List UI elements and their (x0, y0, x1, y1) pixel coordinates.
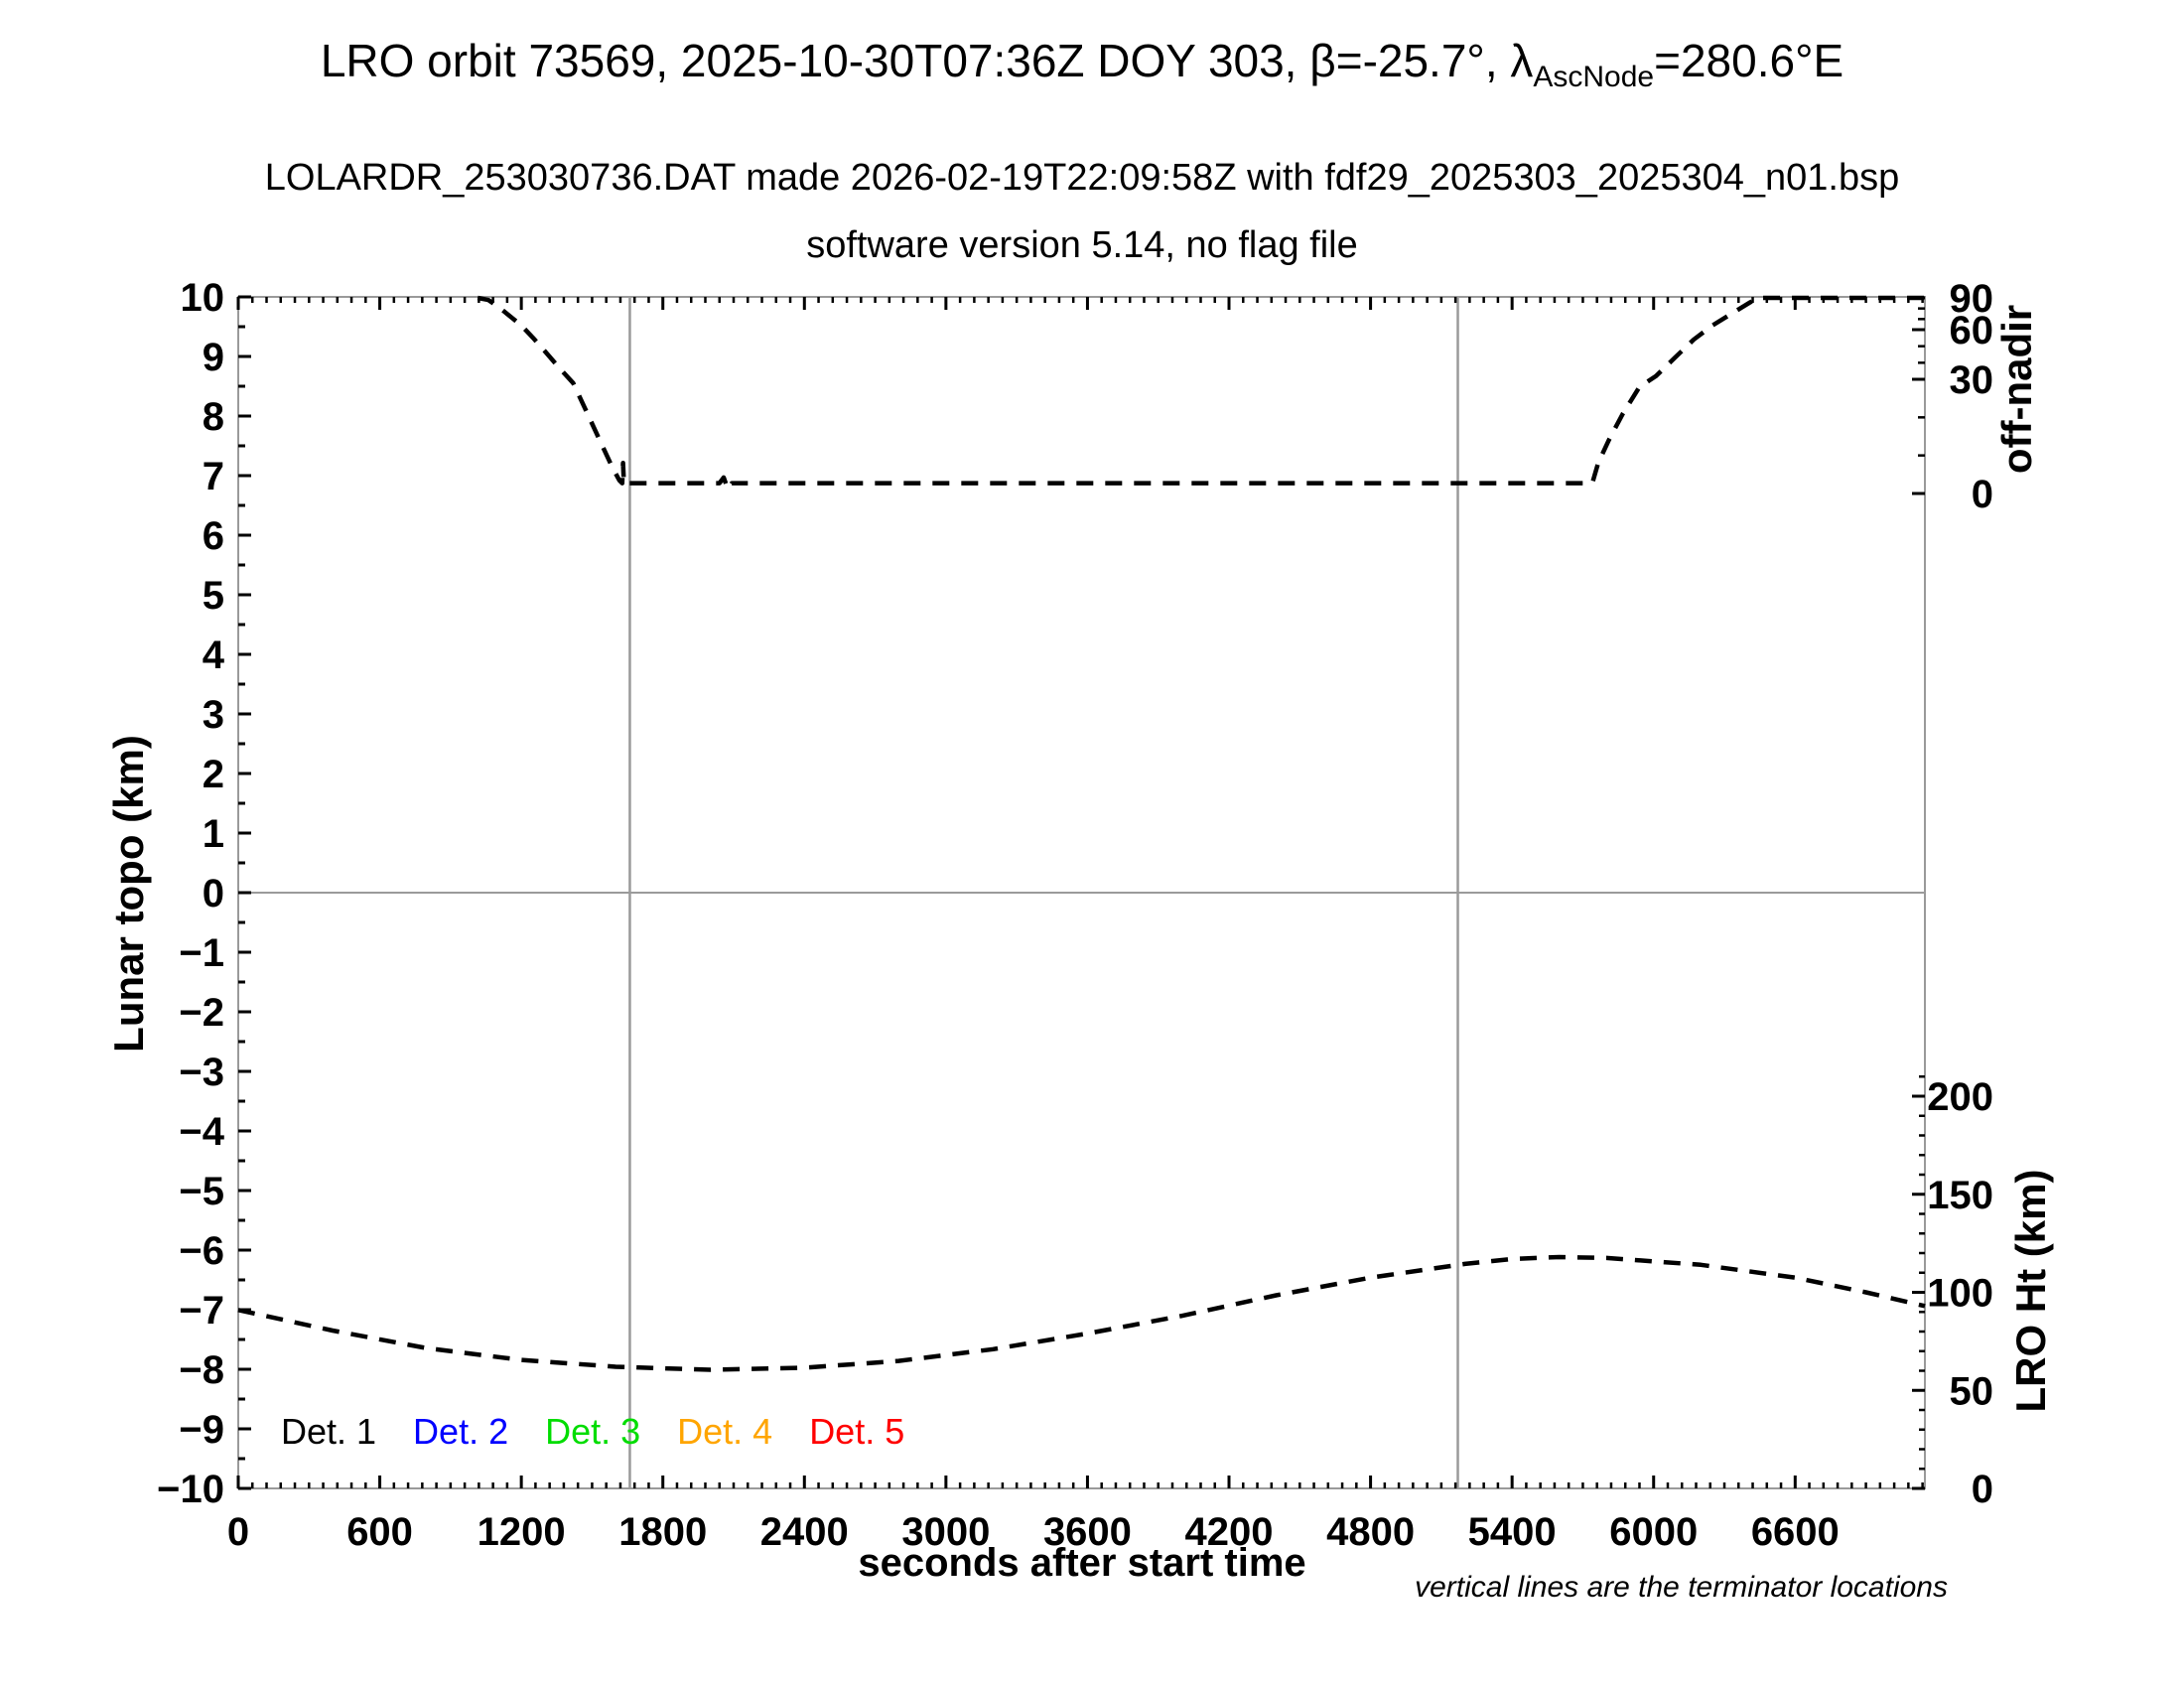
y-left-tick-label: −7 (179, 1289, 224, 1333)
y-left-tick-label: 8 (203, 395, 224, 439)
x-tick-label: 2400 (760, 1510, 849, 1554)
title-tail: =280.6°E (1654, 35, 1844, 86)
terminator-note: vertical lines are the terminator locati… (1415, 1571, 1948, 1604)
x-tick-label: 0 (227, 1510, 249, 1554)
offnadir-tick-label: 90 (1950, 277, 1994, 321)
y-left-tick-label: 5 (203, 574, 224, 618)
y-left-tick-label: 2 (203, 753, 224, 796)
page-title: LRO orbit 73569, 2025-10-30T07:36Z DOY 3… (0, 34, 2164, 94)
y-left-tick-label: −8 (179, 1348, 224, 1392)
x-tick-label: 1800 (618, 1510, 707, 1554)
ht-tick-label: 200 (1927, 1075, 1993, 1119)
x-tick-label: 5400 (1468, 1510, 1557, 1554)
offnadir-tick-label: 30 (1950, 358, 1994, 402)
legend-item: Det. 2 (413, 1411, 509, 1452)
y-left-tick-label: 4 (203, 633, 225, 677)
x-tick-label: 600 (346, 1510, 413, 1554)
x-tick-label: 6600 (1751, 1510, 1840, 1554)
y-left-tick-label: 6 (203, 514, 224, 558)
ht-tick-label: 0 (1972, 1468, 1993, 1511)
y-left-tick-label: −2 (179, 991, 224, 1035)
off-nadir-curve (477, 295, 1925, 492)
y-left-tick-label: 9 (203, 336, 224, 379)
offnadir-tick-label: 0 (1972, 473, 1993, 516)
offnadir-tick-label: 60 (1950, 309, 1994, 352)
y-left-tick-label: 1 (203, 812, 224, 856)
detector-legend: Det. 1 Det. 2 Det. 3 Det. 4 Det. 5 (281, 1411, 941, 1453)
x-tick-label: 3600 (1043, 1510, 1132, 1554)
y-left-tick-label: −3 (179, 1051, 224, 1094)
y-left-tick-label: 7 (203, 455, 224, 498)
y-left-tick-label: 0 (203, 872, 224, 915)
y-left-tick-label: −1 (179, 931, 224, 975)
legend-item: Det. 1 (281, 1411, 377, 1452)
subtitle-software-version: software version 5.14, no flag file (806, 224, 1358, 266)
subtitle-file-info: LOLARDR_253030736.DAT made 2026-02-19T22… (264, 157, 1900, 199)
y-left-tick-label: −10 (157, 1468, 224, 1511)
y-left-tick-label: −6 (179, 1229, 224, 1273)
x-axis-label: seconds after start time (858, 1541, 1306, 1585)
ht-tick-label: 100 (1927, 1272, 1993, 1316)
x-tick-label: 6000 (1609, 1510, 1698, 1554)
ht-tick-label: 150 (1927, 1174, 1993, 1217)
x-tick-label: 4200 (1185, 1510, 1274, 1554)
y-left-tick-label: −9 (179, 1408, 224, 1452)
x-tick-label: 4800 (1326, 1510, 1415, 1554)
legend-item: Det. 5 (809, 1411, 905, 1452)
x-tick-label: 1200 (478, 1510, 566, 1554)
legend-item: Det. 4 (677, 1411, 773, 1452)
y-left-tick-label: −5 (179, 1170, 224, 1213)
title-main: LRO orbit 73569, 2025-10-30T07:36Z DOY 3… (320, 35, 1534, 86)
ht-tick-label: 50 (1950, 1369, 1994, 1413)
lro-height-curve (237, 1254, 1926, 1372)
y-left-tick-label: 10 (181, 276, 225, 320)
x-tick-label: 3000 (901, 1510, 990, 1554)
legend-item: Det. 3 (545, 1411, 641, 1452)
title-subscript: AscNode (1533, 61, 1655, 93)
y-left-tick-label: 3 (203, 693, 224, 737)
y-left-tick-label: −4 (179, 1110, 224, 1154)
